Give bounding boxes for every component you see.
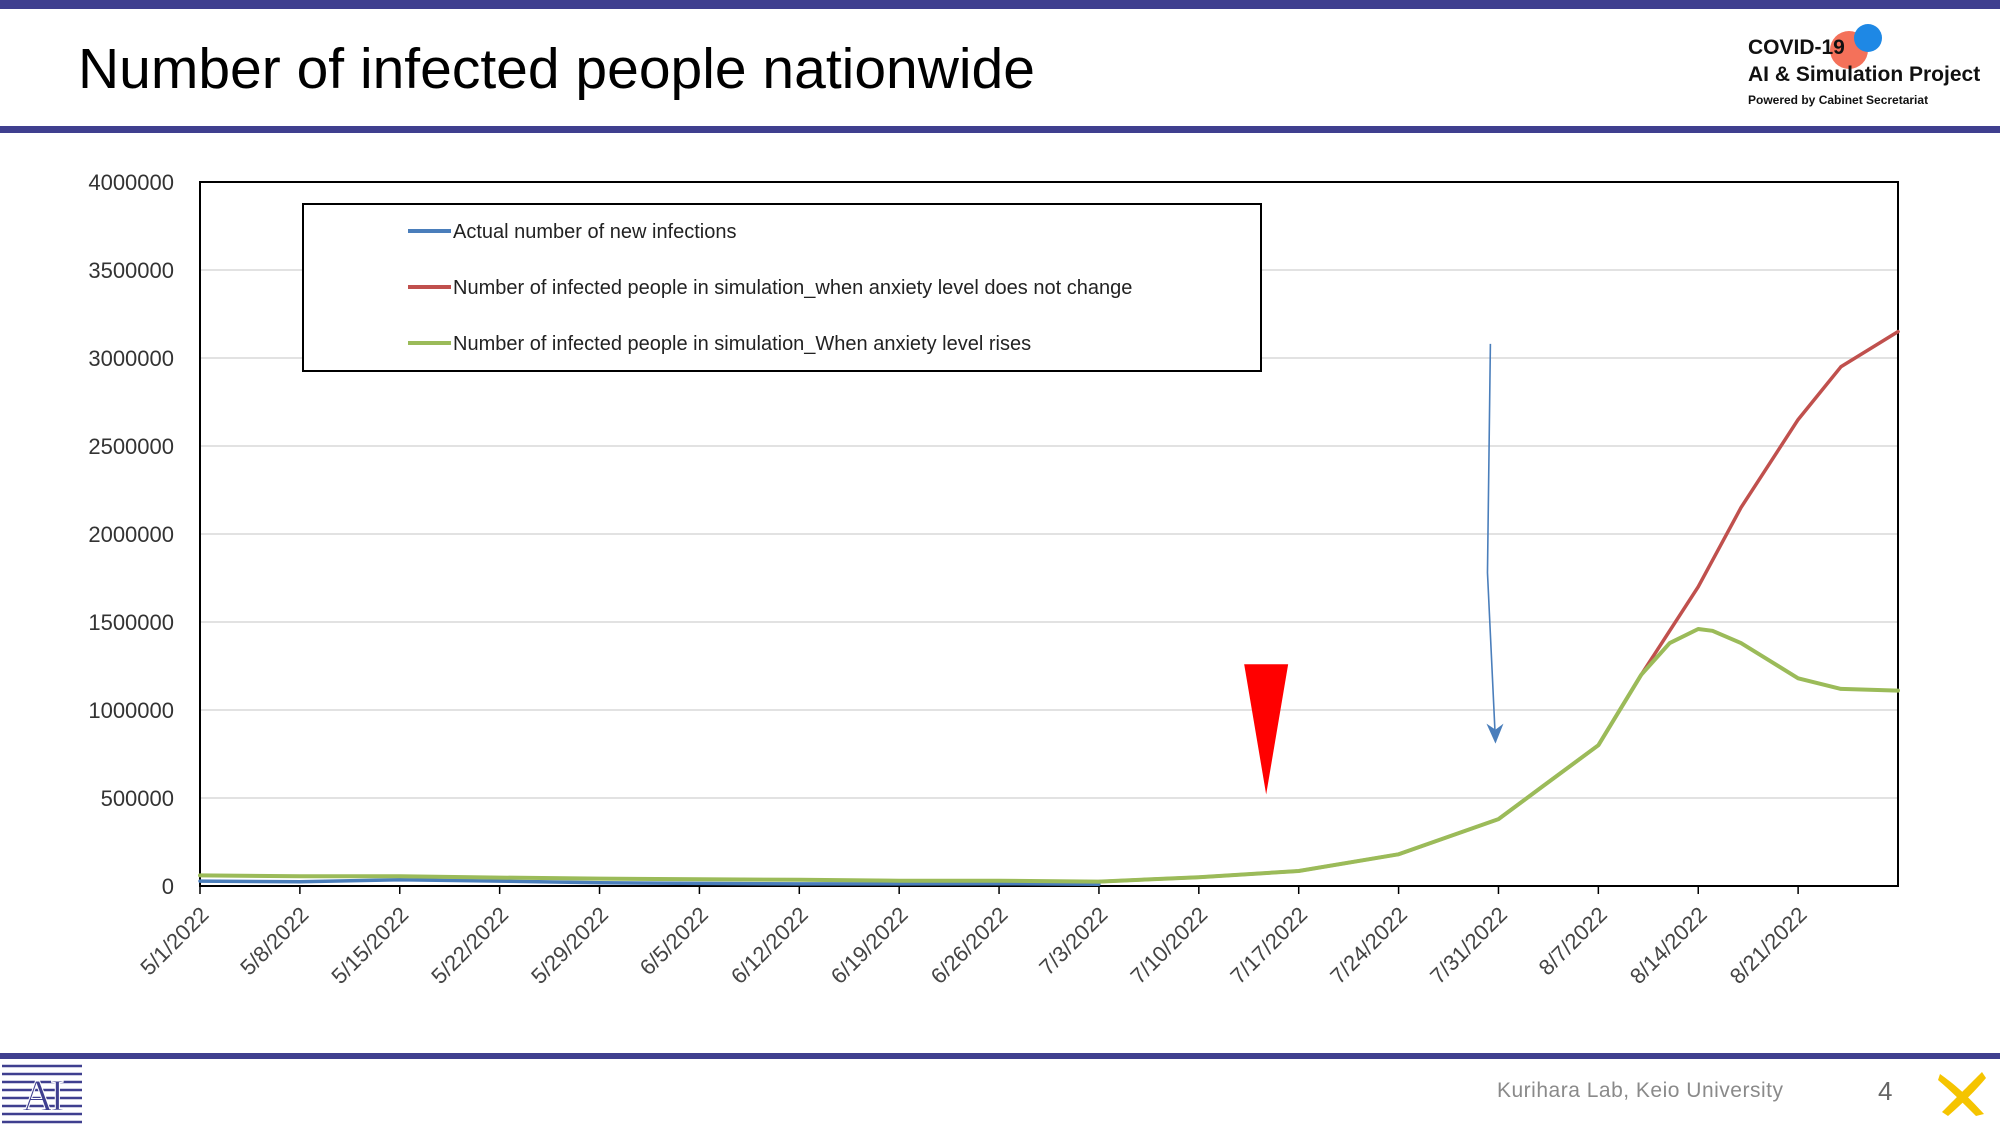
y-tick-label: 500000 <box>101 786 174 811</box>
red-triangle-marker <box>1244 664 1289 795</box>
x-tick-label: 7/17/2022 <box>1225 902 1312 989</box>
annotations <box>1244 343 1504 795</box>
series-lines <box>198 329 1900 886</box>
slide-title: Number of infected people nationwide <box>78 37 1035 101</box>
y-tick-label: 2000000 <box>88 522 174 547</box>
legend-label: Number of infected people in simulation_… <box>453 333 1031 355</box>
x-tick-label: 5/29/2022 <box>526 902 613 989</box>
y-tick-label: 4000000 <box>88 170 174 195</box>
x-axis-ticks: 5/1/2022 5/8/2022 5/15/2022 5/22/2022 5/29/2… <box>135 886 1812 989</box>
series-line-anxiety-unchanged <box>1097 329 1900 884</box>
annotation-arrow-line <box>1486 343 1497 742</box>
svg-text:I: I <box>50 1071 65 1120</box>
logo-line-2: AI & Simulation Project <box>1748 63 1981 86</box>
x-tick-label: 8/7/2022 <box>1534 902 1612 980</box>
annotation-arrow-head <box>1486 723 1504 744</box>
svg-text:A: A <box>22 1071 54 1120</box>
page-number: 4 <box>1878 1076 1893 1106</box>
x-tick-label: 8/14/2022 <box>1625 902 1712 989</box>
logo-line-3: Powered by Cabinet Secretariat <box>1748 93 1929 107</box>
x-tick-label: 6/26/2022 <box>926 902 1013 989</box>
sparkle-logo-icon <box>1938 1072 1986 1116</box>
x-tick-label: 6/12/2022 <box>726 902 813 989</box>
x-tick-label: 7/24/2022 <box>1325 902 1412 989</box>
top-accent-bar <box>0 0 2000 9</box>
series-line-actual <box>198 878 1101 886</box>
logo-blue-dot-icon <box>1854 24 1882 52</box>
plot-area-frame <box>199 181 1899 887</box>
y-tick-label: 2500000 <box>88 434 174 459</box>
x-tick-label: 5/15/2022 <box>326 902 413 989</box>
x-tick-label: 5/8/2022 <box>235 902 313 980</box>
y-tick-label: 1000000 <box>88 698 174 723</box>
series-line-anxiety-rises <box>198 627 1900 884</box>
x-tick-label: 7/3/2022 <box>1034 902 1112 980</box>
lab-logo-icon: A I <box>2 1060 82 1124</box>
chart-legend: Actual number of new infections Number of… <box>302 203 1262 372</box>
x-tick-label: 7/10/2022 <box>1125 902 1212 989</box>
logo-line-1: COVID-19 <box>1748 36 1845 59</box>
x-tick-label: 6/19/2022 <box>826 902 913 989</box>
y-tick-label: 3000000 <box>88 346 174 371</box>
x-tick-label: 5/22/2022 <box>426 902 513 989</box>
header-divider <box>0 126 2000 133</box>
x-tick-label: 5/1/2022 <box>135 902 213 980</box>
x-tick-label: 6/5/2022 <box>635 902 713 980</box>
x-tick-label: 8/21/2022 <box>1725 902 1812 989</box>
y-axis-ticks: 0 500000 1000000 1500000 2000000 2500000 30000… <box>88 170 174 899</box>
y-tick-label: 3500000 <box>88 258 174 283</box>
legend-label: Number of infected people in simulation_… <box>453 277 1132 299</box>
legend-label: Actual number of new infections <box>453 221 737 243</box>
legend-box <box>302 203 1262 372</box>
footer-credit: Kurihara Lab, Keio University <box>1497 1079 1784 1102</box>
x-tick-label: 7/31/2022 <box>1425 902 1512 989</box>
footer-divider <box>0 1053 2000 1059</box>
y-tick-label: 0 <box>162 874 174 899</box>
y-tick-label: 1500000 <box>88 610 174 635</box>
